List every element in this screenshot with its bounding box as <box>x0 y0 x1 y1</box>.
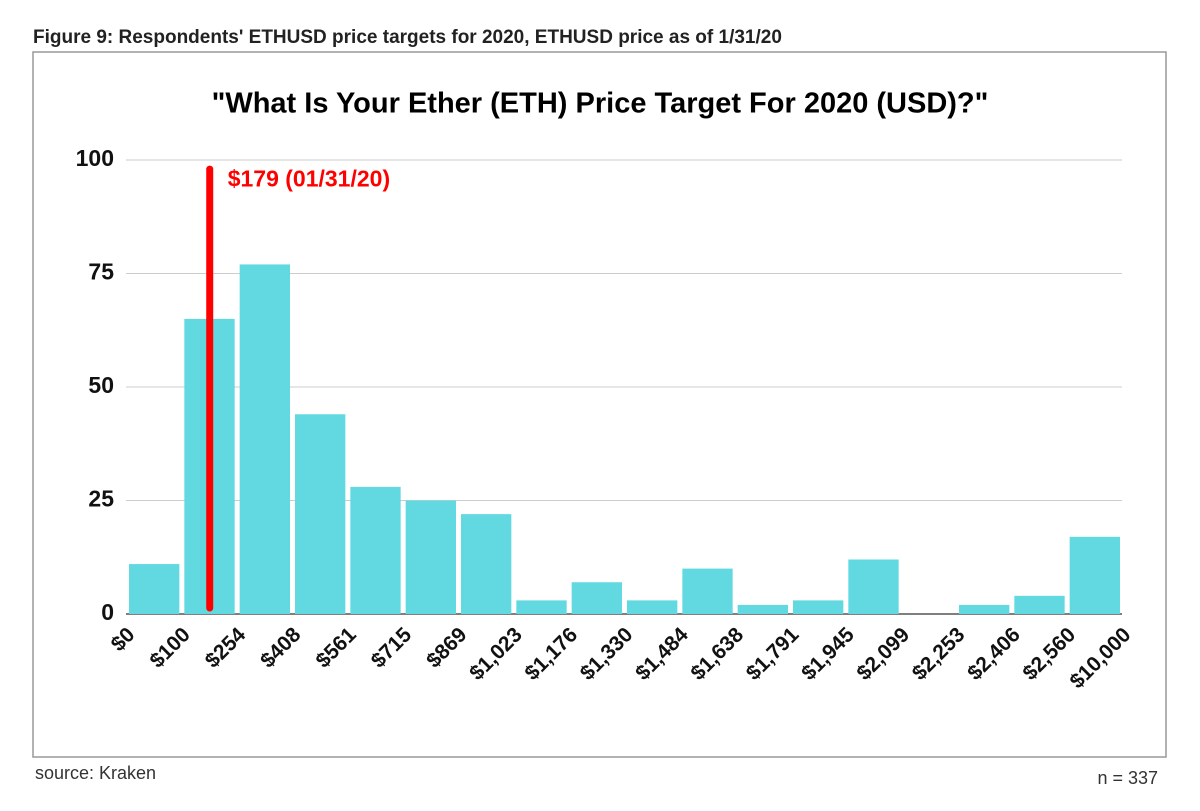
x-tick-label: $10,000 <box>1066 623 1136 693</box>
x-tick-label: $1,330 <box>576 623 638 685</box>
source: source: Kraken <box>35 763 156 783</box>
bar <box>737 604 788 614</box>
bar <box>848 559 899 614</box>
chart-title: "What Is Your Ether (ETH) Price Target F… <box>212 88 989 120</box>
bar <box>129 564 180 614</box>
bar <box>516 600 567 614</box>
figure-header: Figure 9: Respondents' ETHUSD price targ… <box>33 27 782 48</box>
price-label: $179 (01/31/20) <box>228 166 390 192</box>
bar <box>405 500 456 614</box>
x-tick-label: $561 <box>311 623 361 673</box>
x-tick-label: $2,406 <box>963 623 1025 685</box>
bar <box>571 582 622 614</box>
x-tick-label: $100 <box>145 623 194 672</box>
bar <box>793 600 844 614</box>
x-tick-label: $1,791 <box>742 623 804 685</box>
sample-size: n = 337 <box>1097 768 1158 788</box>
bar <box>1014 595 1065 614</box>
y-tick-label: 100 <box>76 145 114 171</box>
y-tick-label: 25 <box>88 486 114 512</box>
x-tick-label: $1,638 <box>686 623 748 685</box>
y-tick-label: 75 <box>88 259 114 285</box>
x-tick-label: $2,253 <box>908 623 970 685</box>
bar <box>627 600 678 614</box>
bar <box>1069 536 1120 614</box>
frame <box>32 51 1167 758</box>
bar <box>682 568 733 614</box>
x-tick-label: $0 <box>107 623 140 656</box>
x-tick-label: $254 <box>201 623 251 673</box>
bar <box>959 604 1010 614</box>
x-tick-label: $1,176 <box>520 623 582 685</box>
x-tick-label: $869 <box>422 623 471 672</box>
y-tick-label: 50 <box>88 372 114 398</box>
y-tick-label: 0 <box>101 599 114 625</box>
x-tick-label: $1,484 <box>631 623 693 685</box>
bar <box>461 514 512 614</box>
bar <box>239 264 290 614</box>
x-tick-label: $1,945 <box>797 623 859 685</box>
bar <box>295 414 346 614</box>
bar <box>350 486 401 614</box>
x-tick-label: $1,023 <box>465 623 527 685</box>
x-tick-label: $2,099 <box>852 623 914 685</box>
x-tick-label: $408 <box>256 623 306 673</box>
x-tick-label: $715 <box>367 623 417 673</box>
